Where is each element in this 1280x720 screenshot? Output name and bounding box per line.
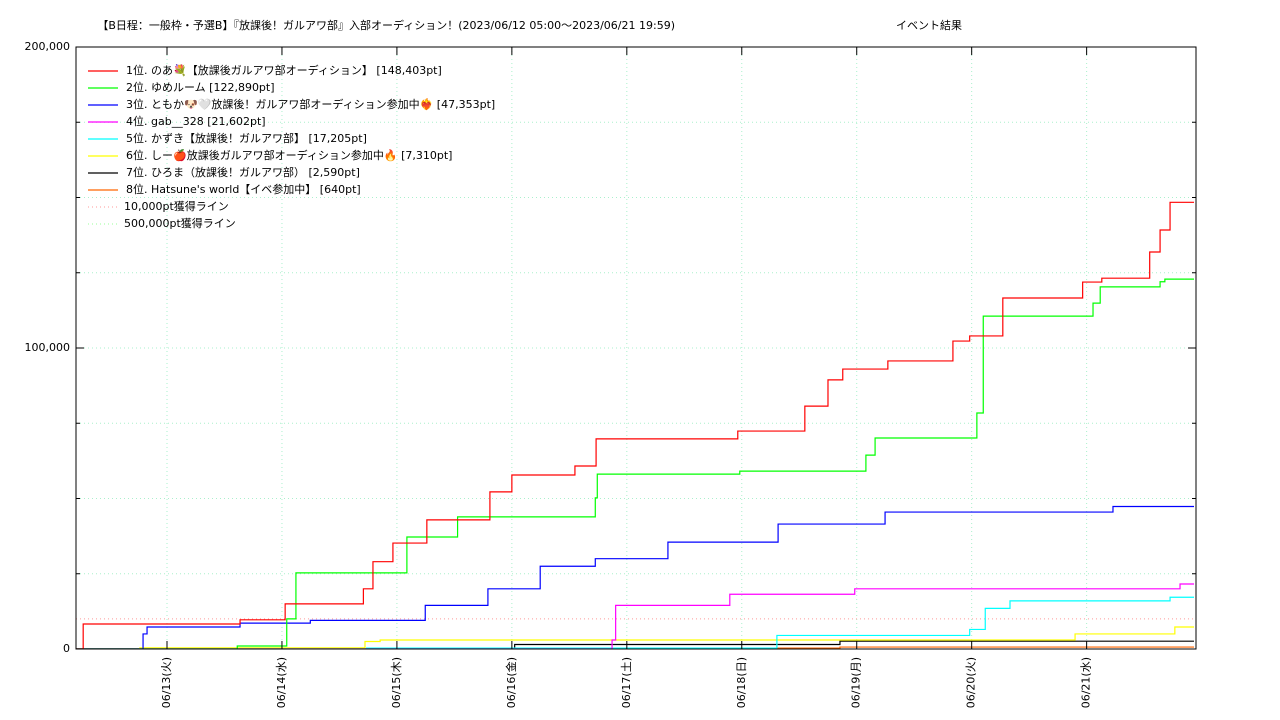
series-line — [76, 583, 1194, 649]
legend-label: 500,000pt獲得ライン — [124, 217, 236, 230]
legend-label: 10,000pt獲得ライン — [124, 200, 229, 213]
x-tick-label: 06/20(火) — [965, 657, 978, 708]
legend-label: 6位. しー🍎放課後ガルアワ部オーディション参加中🔥 [7,310pt] — [126, 148, 452, 162]
legend-label: 2位. ゆめルーム [122,890pt] — [126, 80, 275, 94]
x-tick-label: 06/17(土) — [620, 657, 633, 708]
legend-label: 4位. gab__328 [21,602pt] — [126, 114, 266, 128]
x-tick-label: 06/14(水) — [275, 657, 288, 708]
y-tick-label: 200,000 — [25, 40, 71, 53]
x-tick-label: 06/16(金) — [504, 657, 518, 708]
x-tick-label: 06/19(月) — [850, 657, 863, 708]
legend: 1位. のあ💐【放課後ガルアワ部オーディション】 [148,403pt] 2位. … — [88, 63, 495, 230]
series-line — [76, 596, 1194, 649]
chart-title: 【B日程：一般枠・予選B】『放課後！ガルアワ部』入部オーディション！(2023/… — [97, 18, 675, 32]
series-line — [76, 201, 1194, 649]
legend-label: 7位. ひろま（放課後！ガルアワ部） [2,590pt] — [126, 165, 360, 179]
series-line — [76, 505, 1194, 649]
legend-label: 3位. ともか🐶🤍放課後！ガルアワ部オーディション参加中❤️‍🔥 [47,353… — [126, 97, 495, 111]
chart-subtitle: イベント結果 — [896, 18, 962, 32]
series-line — [76, 640, 1194, 649]
legend-label: 5位. かずき【放課後！ガルアワ部】 [17,205pt] — [126, 131, 367, 145]
series-line — [76, 278, 1194, 649]
axes: 0 100,000 200,000 06/13(火) 06/14(水) 06/15(木) 0… — [25, 40, 1196, 708]
series-line — [76, 626, 1194, 649]
legend-label: 1位. のあ💐【放課後ガルアワ部オーディション】 [148,403pt] — [126, 63, 442, 77]
x-tick-label: 06/15(木) — [390, 657, 403, 708]
y-tick-label: 0 — [63, 642, 70, 655]
legend-label: 8位. Hatsune's world【イベ参加中】 [640pt] — [126, 182, 361, 196]
y-tick-label: 100,000 — [25, 341, 71, 354]
x-tick-label: 06/13(火) — [160, 657, 173, 708]
x-tick-label: 06/18(日) — [735, 657, 748, 708]
plot-area — [76, 201, 1196, 649]
x-tick-label: 06/21(水) — [1080, 657, 1093, 708]
